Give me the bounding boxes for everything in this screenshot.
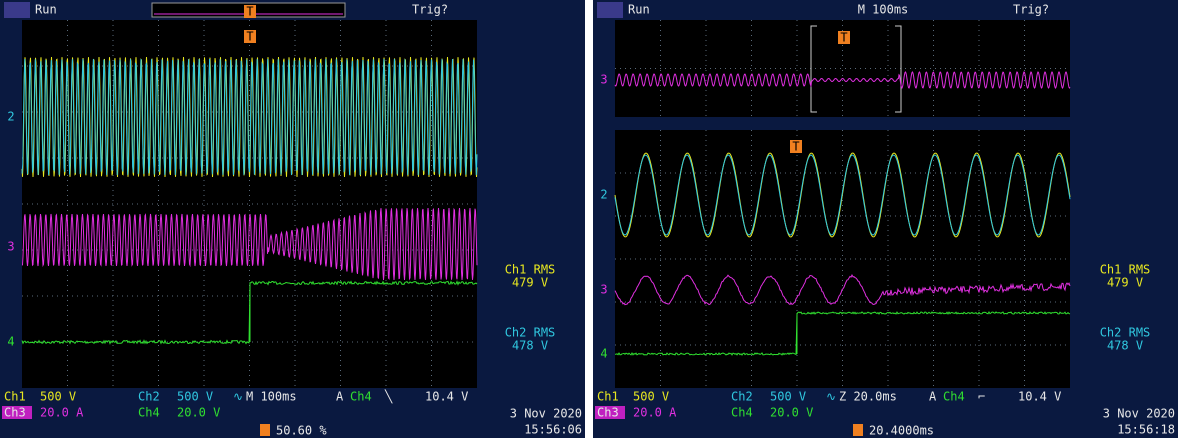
setting-trigger-mode: A: [336, 390, 344, 404]
setting-ch2-scale: 500 V: [770, 390, 806, 404]
trigger-marker: T: [246, 30, 253, 44]
readout-value: 479 V: [512, 276, 548, 290]
readout-value: 478 V: [1107, 339, 1143, 353]
date: 3 Nov 2020: [1103, 407, 1175, 421]
trigger-marker: T: [792, 140, 799, 154]
channel-marker: 3: [7, 240, 14, 254]
setting-ch1: Ch1: [597, 390, 619, 404]
channel-marker: 2: [7, 110, 14, 124]
scope-screen: Run M 100ms Trig? T T 3 2 3 4 Ch1 RMS 47…: [593, 0, 1178, 438]
setting-trigger-slope: ⌐: [978, 390, 985, 404]
trigger-status: Trig?: [1013, 3, 1049, 17]
trigger-marker: T: [246, 5, 253, 19]
position-marker: [853, 424, 863, 436]
setting-trigger-source: Ch4: [350, 390, 372, 404]
setting-timebase: M 100ms: [246, 390, 297, 404]
date: 3 Nov 2020: [510, 407, 582, 421]
setting-ch3-scale: 20.0 A: [40, 406, 84, 420]
setting-ch3: Ch3: [4, 406, 26, 420]
readout-value: 478 V: [512, 339, 548, 353]
setting-ch3: Ch3: [597, 406, 619, 420]
setting-ch1-scale: 500 V: [40, 390, 76, 404]
readout-label: Ch2 RMS: [505, 326, 556, 340]
setting-ch3-scale: 20.0 A: [633, 406, 677, 420]
readout-label: Ch1 RMS: [505, 263, 556, 277]
setting-ch4: Ch4: [138, 406, 160, 420]
scope-screen: Run Trig? T T 2 3 4 Ch1 RMS 479 V Ch2 RM…: [0, 0, 585, 438]
setting-trigger-source: Ch4: [943, 390, 965, 404]
readout-label: Ch2 RMS: [1100, 326, 1151, 340]
position: 20.4000ms: [869, 424, 934, 438]
status-box: [4, 2, 30, 18]
time: 15:56:18: [1117, 423, 1175, 437]
status: Run: [628, 3, 650, 17]
position-marker: [260, 424, 270, 436]
setting-coupling: ∿: [233, 390, 243, 404]
readout-value: 479 V: [1107, 276, 1143, 290]
channel-marker: 3: [600, 283, 607, 297]
setting-coupling: ∿: [826, 390, 836, 404]
setting-trigger-level: 10.4 V: [425, 390, 468, 404]
trigger-marker: T: [840, 31, 847, 45]
setting-ch4-scale: 20.0 V: [770, 406, 813, 420]
setting-trigger-mode: A: [929, 390, 937, 404]
channel-marker: 3: [600, 73, 607, 87]
setting-timebase: Z 20.0ms: [839, 390, 897, 404]
channel-marker: 4: [7, 335, 14, 349]
position: 50.60 %: [276, 424, 327, 438]
setting-ch4: Ch4: [731, 406, 753, 420]
setting-ch1-scale: 500 V: [633, 390, 669, 404]
time: 15:56:06: [524, 423, 582, 437]
trigger-status: Trig?: [412, 3, 448, 17]
setting-ch4-scale: 20.0 V: [177, 406, 220, 420]
setting-ch1: Ch1: [4, 390, 26, 404]
setting-ch2: Ch2: [138, 390, 160, 404]
channel-marker: 4: [600, 347, 607, 361]
setting-trigger-level: 10.4 V: [1018, 390, 1061, 404]
channel-marker: 2: [600, 188, 607, 202]
status-box: [597, 2, 623, 18]
zoom-timebase: M 100ms: [858, 3, 909, 17]
setting-ch2: Ch2: [731, 390, 753, 404]
setting-trigger-slope: ╲: [384, 389, 393, 404]
graticule: [615, 130, 1070, 388]
page: Run Trig? T T 2 3 4 Ch1 RMS 479 V Ch2 RM…: [0, 0, 1178, 438]
setting-ch2-scale: 500 V: [177, 390, 213, 404]
status: Run: [35, 3, 57, 17]
readout-label: Ch1 RMS: [1100, 263, 1151, 277]
